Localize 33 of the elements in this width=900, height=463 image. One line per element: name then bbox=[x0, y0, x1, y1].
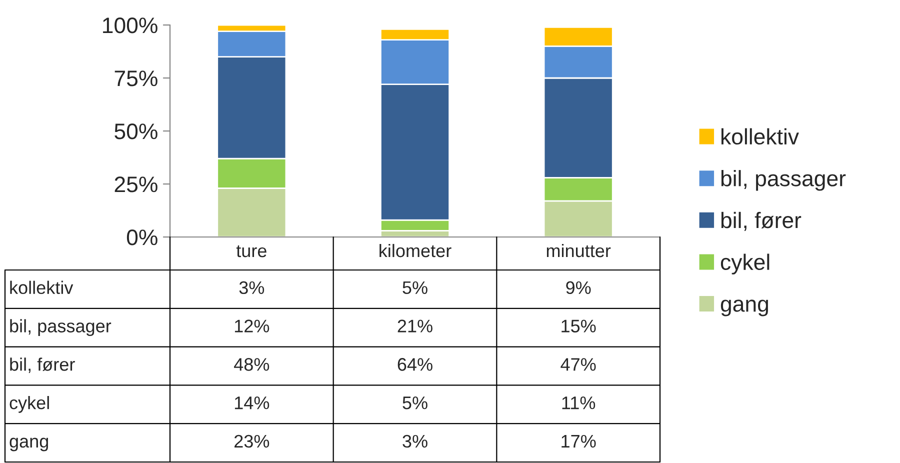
data-label: 12% bbox=[234, 320, 270, 332]
x-tick-label: ture bbox=[236, 245, 266, 258]
data-label: 9% bbox=[566, 281, 591, 294]
data-label: 11% bbox=[562, 396, 596, 410]
x-tick-label: minutter bbox=[546, 244, 611, 258]
data-label: 15% bbox=[562, 320, 596, 332]
data-label: 14% bbox=[234, 396, 270, 410]
y-tick-label: 75% bbox=[114, 70, 158, 86]
y-tick-label: 50% bbox=[114, 124, 158, 140]
legend-label: bil, passager bbox=[721, 170, 846, 191]
data-label: 5% bbox=[402, 396, 428, 410]
y-tick-label: 25% bbox=[114, 176, 158, 192]
data-label: 3% bbox=[239, 281, 264, 294]
y-tick-label: 100% bbox=[103, 18, 158, 34]
text: kollektiv bbox=[10, 280, 74, 294]
text: gang bbox=[10, 438, 48, 452]
legend-label: gang bbox=[720, 300, 768, 316]
text: bil, passager bbox=[10, 319, 112, 336]
data-label: 21% bbox=[398, 320, 432, 332]
text: cykel bbox=[10, 396, 49, 413]
data-label: 3% bbox=[402, 434, 428, 448]
data-label: 48% bbox=[234, 358, 270, 371]
legend-label: cykel bbox=[720, 254, 770, 274]
data-label: 17% bbox=[562, 434, 596, 448]
x-tick-label: kilometer bbox=[380, 244, 452, 258]
legend-label: kollektiv bbox=[721, 128, 799, 145]
data-label: 64% bbox=[398, 358, 432, 371]
text: bil, fører bbox=[10, 358, 75, 373]
data-label: 5% bbox=[402, 281, 428, 294]
data-label: 47% bbox=[560, 358, 596, 371]
y-tick-label: 0% bbox=[126, 230, 158, 246]
legend-label: bil, fører bbox=[721, 212, 802, 231]
data-label: 23% bbox=[234, 434, 270, 448]
